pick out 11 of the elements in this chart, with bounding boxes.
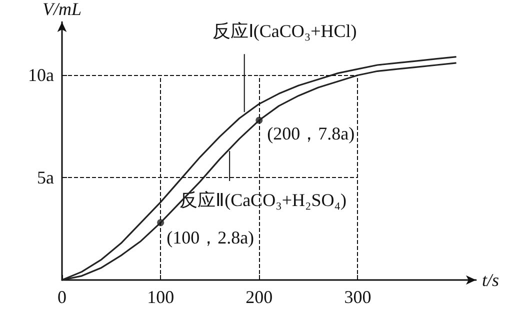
x-tick-label: 300 xyxy=(344,287,372,307)
annotation: 反应Ⅰ(CaCO₃+HCl) xyxy=(212,21,357,42)
x-tick-label: 200 xyxy=(246,287,273,307)
y-axis-title: V/mL xyxy=(42,0,82,19)
y-tick-label: 5a xyxy=(37,168,54,188)
annotation: (200，7.8a) xyxy=(267,123,355,144)
annotation: (100，2.8a) xyxy=(166,228,254,248)
x-tick-label: 100 xyxy=(147,287,174,307)
x-tick-label: 0 xyxy=(58,287,66,307)
x-axis-title: t/s xyxy=(482,270,500,290)
y-tick-label: 10a xyxy=(28,65,54,86)
